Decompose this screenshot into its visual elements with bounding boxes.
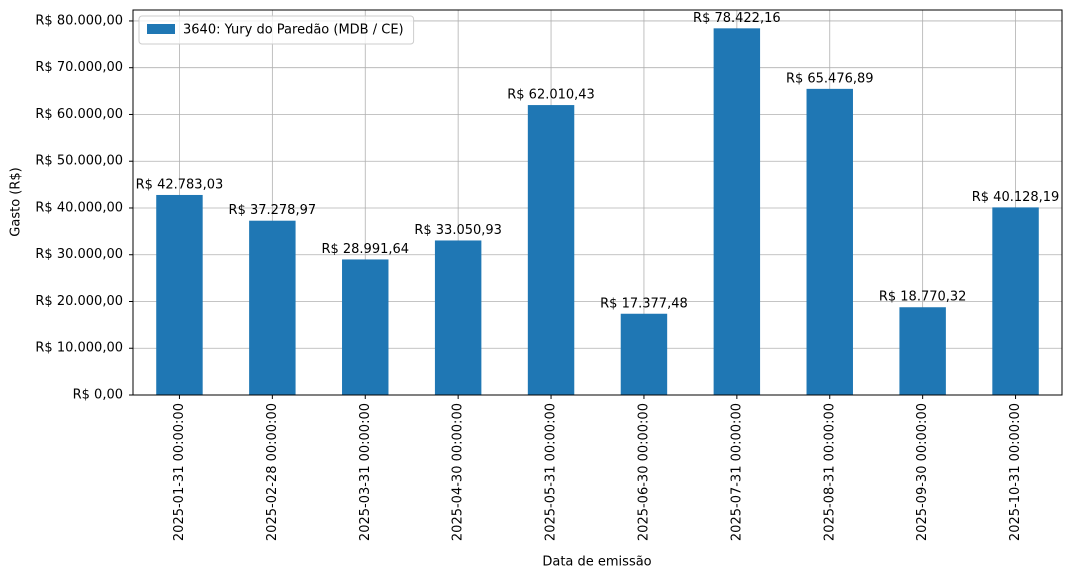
bar — [249, 220, 296, 395]
value-label: R$ 33.050,93 — [414, 223, 502, 238]
x-tick-label: 2025-06-30 00:00:00 — [636, 403, 651, 541]
value-label: R$ 42.783,03 — [136, 177, 224, 192]
bar — [342, 259, 389, 395]
y-tick-label: R$ 20.000,00 — [35, 294, 123, 309]
bar — [527, 105, 575, 395]
bar — [156, 194, 203, 395]
x-tick-label: 2025-07-31 00:00:00 — [729, 403, 744, 541]
value-label: R$ 37.278,97 — [229, 203, 317, 218]
value-label: R$ 65.476,89 — [786, 71, 874, 86]
value-label: R$ 40.128,19 — [972, 190, 1060, 205]
y-tick-label: R$ 50.000,00 — [35, 154, 123, 169]
y-tick-label: R$ 10.000,00 — [35, 341, 123, 356]
bar — [434, 240, 482, 395]
y-tick-label: R$ 70.000,00 — [35, 60, 123, 75]
y-tick-label: R$ 40.000,00 — [35, 200, 123, 215]
value-label: R$ 17.377,48 — [600, 296, 688, 311]
x-tick-label: 2025-04-30 00:00:00 — [451, 403, 466, 541]
y-tick-label: R$ 80.000,00 — [35, 13, 123, 28]
y-tick-label: R$ 60.000,00 — [35, 107, 123, 122]
value-label: R$ 62.010,43 — [507, 88, 595, 103]
value-label: R$ 78.422,16 — [693, 11, 781, 26]
y-tick-label: R$ 0,00 — [73, 388, 123, 403]
y-axis-label: Gasto (R$) — [9, 167, 24, 236]
legend-swatch — [147, 24, 175, 34]
x-tick-label: 2025-01-31 00:00:00 — [172, 403, 187, 541]
legend-box — [138, 15, 415, 45]
bar — [899, 307, 946, 395]
bar — [992, 207, 1039, 395]
x-tick-label: 2025-05-31 00:00:00 — [544, 403, 559, 541]
y-tick-label: R$ 30.000,00 — [35, 247, 123, 262]
bar — [806, 88, 853, 395]
legend: 3640: Yury do Paredão (MDB / CE) — [138, 15, 415, 45]
x-tick-label: 2025-08-31 00:00:00 — [822, 403, 837, 541]
bars — [156, 28, 1039, 395]
bar — [713, 28, 761, 395]
value-label: R$ 18.770,32 — [879, 290, 967, 305]
x-tick-label: 2025-10-31 00:00:00 — [1008, 403, 1023, 541]
x-tick-label: 2025-09-30 00:00:00 — [915, 403, 930, 541]
plot-frame — [132, 9, 1063, 396]
x-tick-label: 2025-03-31 00:00:00 — [358, 403, 373, 541]
x-tick-label: 2025-02-28 00:00:00 — [265, 403, 280, 541]
value-label: R$ 28.991,64 — [321, 242, 409, 257]
legend-label: 3640: Yury do Paredão (MDB / CE) — [183, 23, 404, 38]
x-axis-label: Data de emissão — [542, 555, 651, 570]
bar — [620, 313, 668, 395]
